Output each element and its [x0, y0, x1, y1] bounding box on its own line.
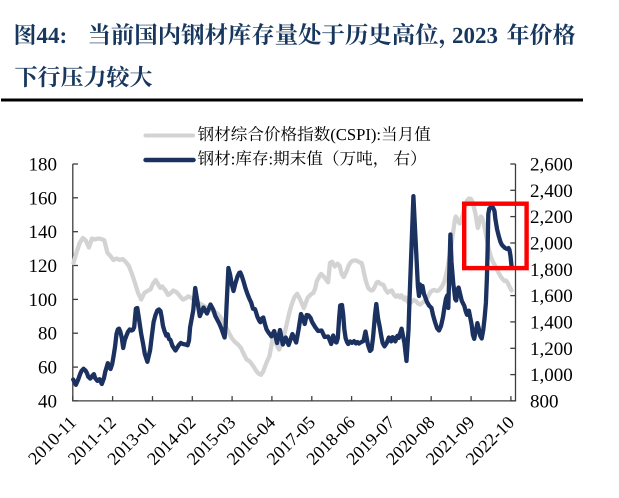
svg-text:1,200: 1,200: [530, 339, 573, 360]
svg-text:180: 180: [29, 155, 58, 176]
svg-text:160: 160: [29, 188, 58, 209]
svg-text:800: 800: [530, 391, 559, 412]
svg-text:60: 60: [38, 358, 57, 379]
svg-text:140: 140: [29, 222, 58, 243]
svg-text:80: 80: [38, 324, 57, 345]
svg-text:1,400: 1,400: [530, 312, 573, 333]
svg-text:100: 100: [29, 290, 58, 311]
svg-text:2,600: 2,600: [530, 155, 573, 176]
svg-text:40: 40: [38, 391, 57, 412]
svg-text:2,400: 2,400: [530, 181, 573, 202]
svg-text:2,200: 2,200: [530, 207, 573, 228]
svg-text:2,000: 2,000: [530, 234, 573, 255]
svg-text:1,600: 1,600: [530, 286, 573, 307]
svg-text:1,000: 1,000: [530, 365, 573, 386]
svg-text:1,800: 1,800: [530, 260, 573, 281]
svg-text:120: 120: [29, 256, 58, 277]
